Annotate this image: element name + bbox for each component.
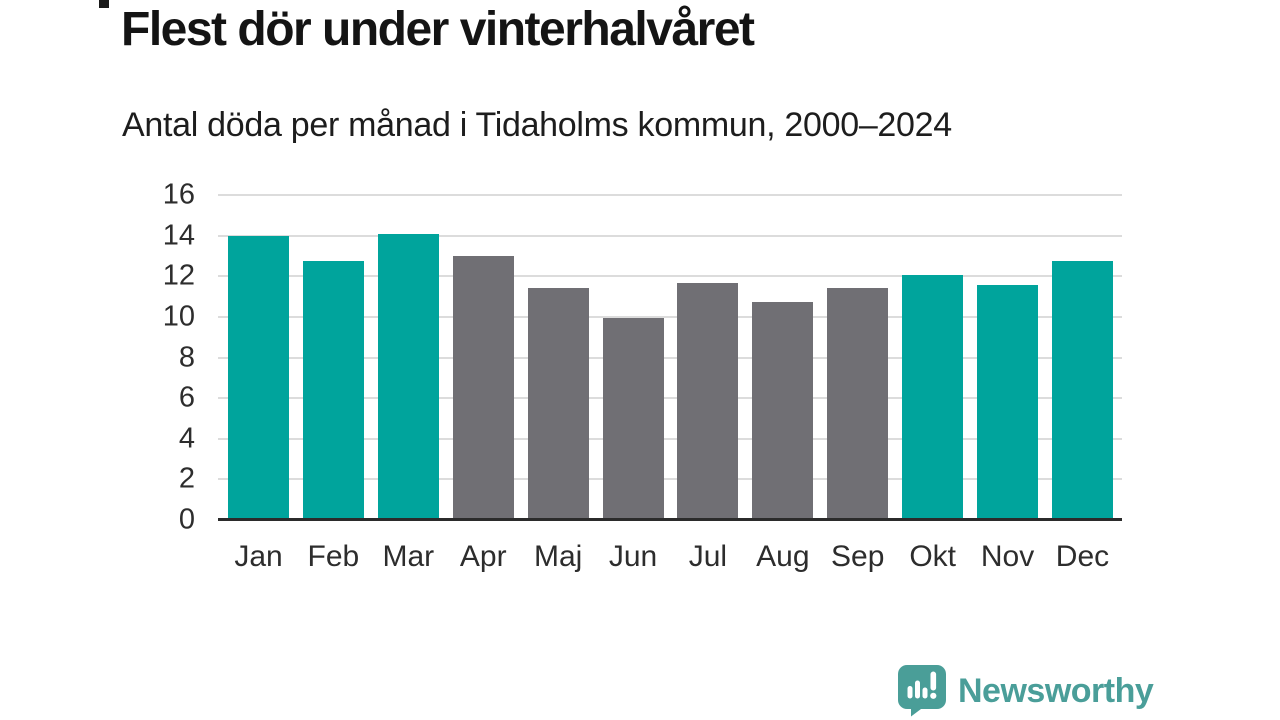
- bar-apr: [452, 255, 514, 520]
- chart-subtitle: Antal döda per månad i Tidaholms kommun,…: [122, 106, 952, 144]
- x-tick-label-feb: Feb: [307, 540, 360, 573]
- x-tick-label-aug: Aug: [756, 540, 810, 573]
- y-tick-label-10: 10: [162, 300, 195, 333]
- x-tick-label-mar: Mar: [382, 540, 435, 573]
- x-tick-label-nov: Nov: [980, 540, 1035, 573]
- bar-jan: [228, 235, 289, 520]
- y-tick-label-16: 16: [162, 178, 195, 211]
- gridline-12: [218, 275, 1122, 278]
- y-tick-label-12: 12: [162, 259, 195, 292]
- bar-dec: [1051, 261, 1113, 520]
- y-axis: 0 2 4 6 8 10 12 14 16: [100, 180, 195, 534]
- bar-jul: [677, 283, 739, 520]
- gridline-10: [218, 315, 1122, 318]
- gridline-4: [218, 437, 1122, 440]
- x-tick-label-jul: Jul: [688, 540, 728, 573]
- bar-sep: [827, 288, 889, 520]
- bar-jun: [602, 317, 664, 520]
- newsworthy-wordmark: Newsworthy: [958, 671, 1154, 710]
- crop-artifact-mark: [99, 0, 109, 8]
- page-title: Flest dör under vinterhalvåret: [121, 3, 755, 56]
- gridline-16: [218, 194, 1122, 196]
- y-tick-label-2: 2: [178, 462, 195, 495]
- bar-okt: [902, 275, 964, 520]
- x-tick-label-maj: Maj: [533, 540, 583, 573]
- bar-nov: [977, 285, 1039, 520]
- x-tick-label-jan: Jan: [234, 540, 283, 573]
- bar-aug: [752, 301, 814, 520]
- gridline-2: [218, 478, 1122, 481]
- gridline-14: [218, 234, 1122, 237]
- y-tick-label-4: 4: [178, 422, 195, 455]
- x-tick-label-apr: Apr: [459, 540, 507, 573]
- y-tick-label-14: 14: [162, 219, 195, 252]
- x-tick-label-jun: Jun: [608, 540, 658, 573]
- plot-area: [218, 194, 1122, 521]
- x-axis-baseline: [218, 518, 1122, 521]
- gridline-8: [218, 356, 1122, 359]
- chart-speech-bubble-icon: [898, 665, 946, 717]
- bar-mar: [377, 233, 439, 520]
- y-tick-label-0: 0: [178, 503, 195, 536]
- x-tick-label-dec: Dec: [1055, 540, 1110, 573]
- bar-feb: [302, 261, 364, 520]
- x-tick-label-sep: Sep: [831, 540, 885, 573]
- gridline-6: [218, 397, 1122, 400]
- y-tick-label-6: 6: [178, 381, 195, 414]
- newsworthy-logo: Newsworthy: [897, 664, 1154, 717]
- y-tick-label-8: 8: [178, 341, 195, 373]
- bar-maj: [527, 288, 589, 520]
- bars: [218, 195, 1122, 520]
- x-axis: Jan Feb Mar Apr Maj Jun Jul Aug Sep Okt Nov Dec: [218, 540, 1122, 574]
- x-tick-label-okt: Okt: [909, 540, 956, 573]
